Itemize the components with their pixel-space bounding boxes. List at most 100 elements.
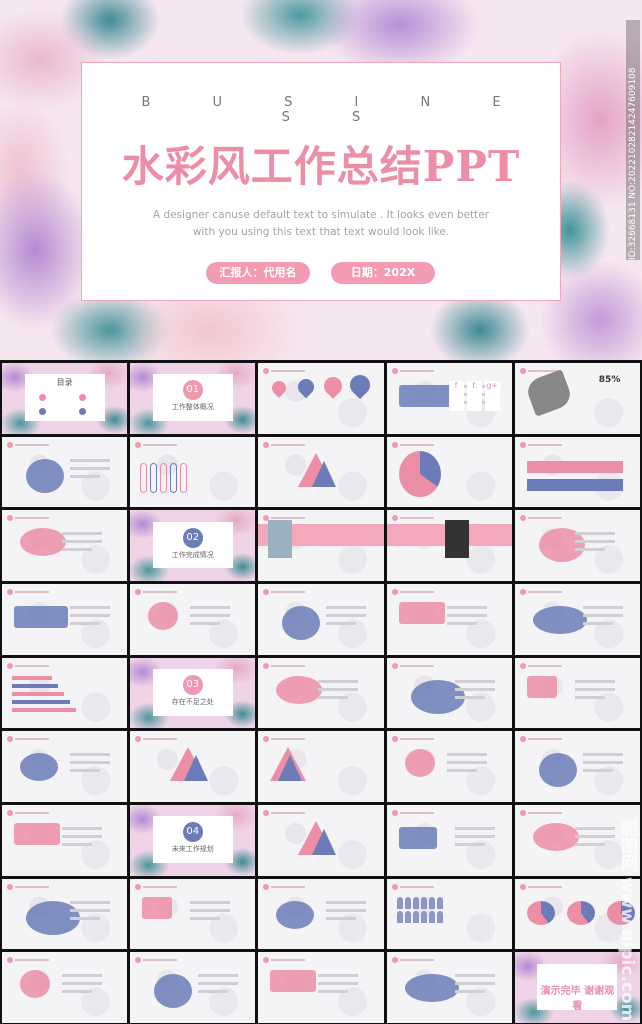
slide-thumbnail[interactable] <box>2 510 128 581</box>
slide-header-line <box>143 590 178 593</box>
slide-thumbnail[interactable] <box>514 657 640 729</box>
slide-thumbnail[interactable] <box>2 878 128 950</box>
block <box>574 532 615 536</box>
slide-thumbnail[interactable] <box>386 952 512 1023</box>
slide-header-line <box>399 738 434 741</box>
slide-header-line <box>527 885 562 888</box>
slide-thumbnail[interactable] <box>258 657 384 729</box>
slide-thumbnail[interactable] <box>2 804 128 876</box>
slide-thumbnail[interactable] <box>386 731 512 802</box>
slide-thumbnail[interactable]: 85% <box>514 363 640 434</box>
slide-thumbnail[interactable] <box>386 657 512 729</box>
block <box>142 896 173 919</box>
slide-thumbnail[interactable] <box>386 583 512 655</box>
slide-logo-icon <box>391 736 398 743</box>
social-icon: g+ <box>484 381 500 411</box>
slide-thumbnail[interactable] <box>130 731 256 802</box>
pin-marker <box>320 373 347 399</box>
block <box>454 842 485 846</box>
block <box>318 687 359 691</box>
slide-thumbnail[interactable] <box>258 804 384 876</box>
block <box>526 675 557 698</box>
photo <box>444 520 469 559</box>
slide-logo-icon <box>135 588 142 595</box>
slide-thumbnail[interactable] <box>2 436 128 508</box>
block <box>62 532 102 536</box>
slide-logo-icon <box>263 588 270 595</box>
slide-thumbnail[interactable] <box>258 436 384 508</box>
bar <box>12 675 52 680</box>
slide-thumbnail[interactable] <box>258 731 384 802</box>
block <box>70 605 110 609</box>
social-icon: t <box>466 381 482 411</box>
toc-title: 目录 <box>56 378 73 388</box>
slide-thumbnail[interactable] <box>130 583 256 655</box>
slide-thumbnail[interactable] <box>386 804 512 876</box>
slide-logo-icon <box>391 368 398 374</box>
slide-thumbnail[interactable]: 演示完毕 谢谢观看 <box>514 952 640 1023</box>
slide-thumbnail[interactable] <box>258 952 384 1023</box>
slide-thumbnail[interactable]: f t g+ <box>386 363 512 434</box>
slide-thumbnail[interactable] <box>514 510 640 581</box>
person-icon <box>436 910 443 923</box>
slide-thumbnail[interactable]: 01 工作整体概况 <box>130 363 256 434</box>
slide-logo-icon <box>7 515 13 522</box>
photo <box>268 520 293 559</box>
slide-thumbnail[interactable] <box>514 583 640 655</box>
slide-thumbnail[interactable] <box>130 436 256 508</box>
slide-header-line <box>271 517 306 520</box>
slide-header-line <box>271 370 306 372</box>
slide-thumbnail[interactable]: 03 存在不足之处 <box>130 657 256 729</box>
bar <box>12 683 58 688</box>
block <box>198 974 239 978</box>
block <box>190 605 231 609</box>
toc-item-bullet <box>78 408 86 416</box>
slide-thumbnail[interactable] <box>514 731 640 802</box>
watermark-site: 昵图网 www.nipic.com <box>617 820 637 1022</box>
block <box>62 990 92 994</box>
slide-thumbnail[interactable]: 目录 <box>2 363 128 434</box>
block <box>446 605 487 609</box>
slide-thumbnail[interactable] <box>2 657 128 729</box>
block <box>26 458 64 493</box>
block <box>190 916 221 920</box>
slide-logo-icon <box>391 957 398 964</box>
slide-logo-icon <box>519 736 526 743</box>
slide-thumbnail[interactable] <box>386 436 512 508</box>
slide-logo-icon <box>519 368 526 374</box>
slide-thumbnail[interactable] <box>258 583 384 655</box>
slide-logo-icon <box>7 736 13 743</box>
slide-thumbnail[interactable] <box>130 952 256 1023</box>
block <box>574 679 615 683</box>
slide-header-line <box>271 664 306 667</box>
slide-header-line <box>15 885 49 888</box>
slide-logo-icon <box>519 515 526 522</box>
slide-thumbnail[interactable] <box>386 510 512 581</box>
slide-logo-icon <box>519 588 526 595</box>
block <box>14 822 60 845</box>
slide-thumbnail[interactable] <box>514 878 640 950</box>
cover-description: A designer canuse default text to simula… <box>152 209 490 238</box>
slide-logo-icon <box>263 515 270 522</box>
slide-thumbnail[interactable]: 04 未来工作规划 <box>130 804 256 876</box>
slide-thumbnail[interactable] <box>2 731 128 802</box>
triangle <box>312 460 337 487</box>
slide-title-card: 01 工作整体概况 <box>152 374 233 421</box>
slide-thumbnail[interactable] <box>514 804 640 876</box>
slide-thumbnail[interactable] <box>130 878 256 950</box>
slide-thumbnail[interactable] <box>386 878 512 950</box>
slide-thumbnail[interactable] <box>258 510 384 581</box>
block <box>574 695 605 699</box>
slide-logo-icon <box>263 368 270 374</box>
slide-thumbnail[interactable] <box>258 878 384 950</box>
slide-logo-icon <box>519 662 526 669</box>
slide-header-line <box>527 370 562 372</box>
slide-thumbnail[interactable]: 02 工作完成情况 <box>130 510 256 581</box>
slide-header-line <box>399 885 434 888</box>
slide-thumbnail[interactable] <box>514 436 640 508</box>
slide-thumbnail[interactable] <box>258 363 384 434</box>
bar <box>12 691 64 696</box>
social-icon: f <box>448 381 464 411</box>
slide-thumbnail[interactable] <box>2 583 128 655</box>
slide-thumbnail[interactable] <box>2 952 128 1023</box>
